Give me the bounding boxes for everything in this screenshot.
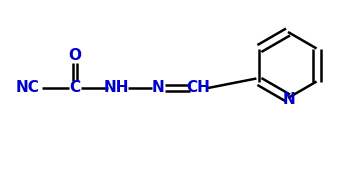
Text: C: C: [69, 81, 81, 96]
Text: CH: CH: [186, 81, 210, 96]
Text: O: O: [69, 48, 82, 63]
Text: N: N: [152, 81, 164, 96]
Text: N: N: [283, 92, 295, 107]
Text: NC: NC: [16, 81, 40, 96]
Text: NH: NH: [103, 81, 129, 96]
